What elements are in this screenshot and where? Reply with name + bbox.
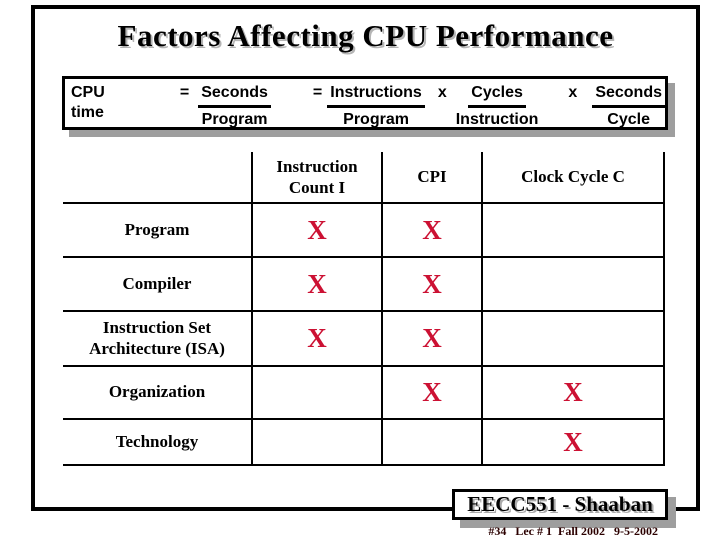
empty-cell [483, 204, 665, 258]
slide-title: Factors Affecting CPU Performance [117, 18, 614, 53]
fraction-numerator: Instructions [327, 83, 425, 108]
row-label-isa: Instruction Set Architecture (ISA) [63, 312, 253, 367]
fraction-numerator: Cycles [468, 83, 526, 108]
course-footer-box: EECC551 - Shaaban [452, 489, 668, 520]
empty-cell [483, 312, 665, 367]
column-header-clock-cycle: Clock Cycle C [483, 152, 665, 204]
multiply-sign: x [568, 84, 578, 101]
equals-sign: = [312, 84, 323, 101]
cpu-time-equation-box: CPU time = Seconds Program = Instruction… [62, 76, 668, 130]
x-mark-cell: X [383, 258, 483, 312]
x-mark-cell: X [383, 312, 483, 367]
fraction-denominator: Instruction [455, 111, 539, 128]
fraction-numerator: Seconds [198, 83, 271, 108]
fraction-instructions-per-program: Instructions Program [327, 83, 425, 130]
cpu-time-label: CPU time [71, 84, 105, 121]
fraction-cycles-per-instruction: Cycles Instruction [456, 83, 539, 130]
x-mark-cell: X [253, 312, 383, 367]
fraction-denominator: Program [201, 111, 268, 128]
x-mark-cell: X [483, 420, 665, 466]
factors-table: Instruction Count I CPI Clock Cycle C Pr… [63, 152, 665, 466]
empty-cell [253, 367, 383, 420]
x-mark-cell: X [253, 258, 383, 312]
empty-cell [253, 420, 383, 466]
row-label-technology: Technology [63, 420, 253, 466]
empty-cell [383, 420, 483, 466]
slide-border [31, 5, 700, 511]
column-header-cpi: CPI [383, 152, 483, 204]
fraction-seconds-per-program: Seconds Program [198, 83, 271, 130]
fraction-denominator: Program [343, 111, 409, 128]
x-mark-cell: X [483, 367, 665, 420]
x-mark-cell: X [253, 204, 383, 258]
column-header-instruction-count: Instruction Count I [253, 152, 383, 204]
lecture-info: #34 Lec # 1 Fall 2002 9-5-2002 [488, 524, 658, 538]
equals-sign: = [179, 84, 190, 101]
x-mark-cell: X [383, 204, 483, 258]
row-label-compiler: Compiler [63, 258, 253, 312]
row-label-program: Program [63, 204, 253, 258]
course-title: EECC551 - Shaaban [467, 492, 653, 516]
fraction-numerator: Seconds [592, 83, 665, 108]
x-mark-cell: X [383, 367, 483, 420]
row-label-organization: Organization [63, 367, 253, 420]
fraction-denominator: Cycle [607, 111, 650, 128]
multiply-sign: x [437, 84, 447, 101]
table-corner-cell [63, 152, 253, 204]
fraction-seconds-per-cycle: Seconds Cycle [592, 83, 665, 130]
empty-cell [483, 258, 665, 312]
